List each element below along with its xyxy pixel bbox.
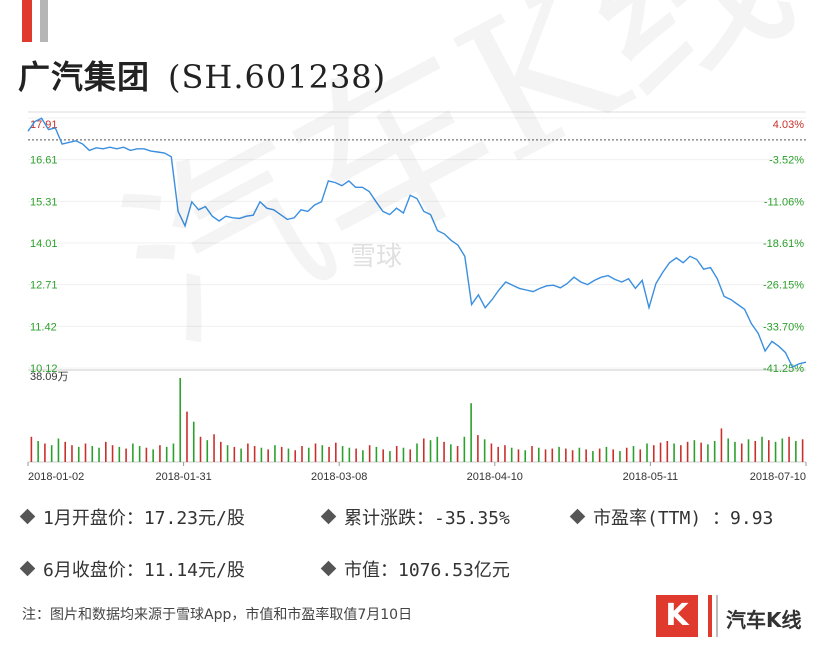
- diamond-icon: [569, 508, 586, 525]
- company-name: 广汽集团: [18, 58, 151, 96]
- stat-jun-close: 6月收盘价：11.14元/股: [19, 556, 245, 582]
- brand-divider-gray: [716, 595, 718, 637]
- diamond-icon: [320, 508, 337, 525]
- x-tick-label: 2018-04-10: [467, 471, 523, 483]
- y-tick-label: 12.71: [30, 280, 58, 292]
- x-tick-label: 2018-03-08: [311, 471, 367, 483]
- stat-jan-open: 1月开盘价：17.23元/股: [19, 504, 245, 530]
- price-line: [27, 117, 807, 368]
- x-tick-label: 2018-05-11: [623, 471, 678, 483]
- brand-logo-icon: K: [656, 595, 698, 637]
- pct-tick-label: -33.70%: [763, 321, 804, 333]
- x-tick-label: 2018-01-02: [28, 471, 84, 483]
- volume-max-label: 38.09万: [30, 371, 69, 383]
- pct-tick-label: -3.52%: [769, 155, 804, 167]
- accent-bar-gray: [40, 0, 48, 42]
- pct-tick-label: -11.06%: [764, 196, 804, 208]
- y-tick-label: 17.91: [30, 119, 58, 131]
- stock-chart: 17.91 4.03% 16.61 -3.52% 15.31 -11.06% 14.01 -1…: [27, 111, 807, 483]
- y-tick-label: 15.31: [30, 196, 58, 208]
- diamond-icon: [19, 508, 36, 525]
- diamond-icon: [320, 560, 337, 577]
- stat-pe: 市盈率(TTM) ：9.93: [569, 504, 773, 530]
- y-tick-label: 16.61: [30, 155, 58, 167]
- accent-bar-red: [22, 0, 32, 42]
- pct-tick-label: -26.15%: [763, 280, 804, 292]
- y-tick-label: 11.42: [30, 321, 57, 333]
- y-tick-label: 14.01: [30, 238, 58, 250]
- x-tick-label: 2018-07-10: [750, 471, 806, 483]
- y-tick-label: 10.12: [30, 363, 58, 375]
- page-title: 广汽集团 (SH.601238): [18, 52, 386, 98]
- x-tick-label: 2018-01-31: [155, 471, 211, 483]
- ticker-code: (SH.601238): [168, 58, 387, 96]
- brand-divider: [708, 595, 712, 637]
- source-note: 注：图片和数据均来源于雪球App，市值和市盈率取值7月10日: [22, 607, 413, 623]
- stat-cumulative: 累计涨跌：-35.35%: [320, 504, 510, 530]
- pct-tick-label: -18.61%: [763, 238, 804, 250]
- watermark-logo: 雪球: [350, 242, 403, 272]
- brand-name: 汽车K线: [726, 608, 802, 632]
- stat-market-cap: 市值：1076.53亿元: [320, 556, 510, 582]
- diamond-icon: [19, 560, 36, 577]
- pct-tick-label: 4.03%: [773, 119, 804, 131]
